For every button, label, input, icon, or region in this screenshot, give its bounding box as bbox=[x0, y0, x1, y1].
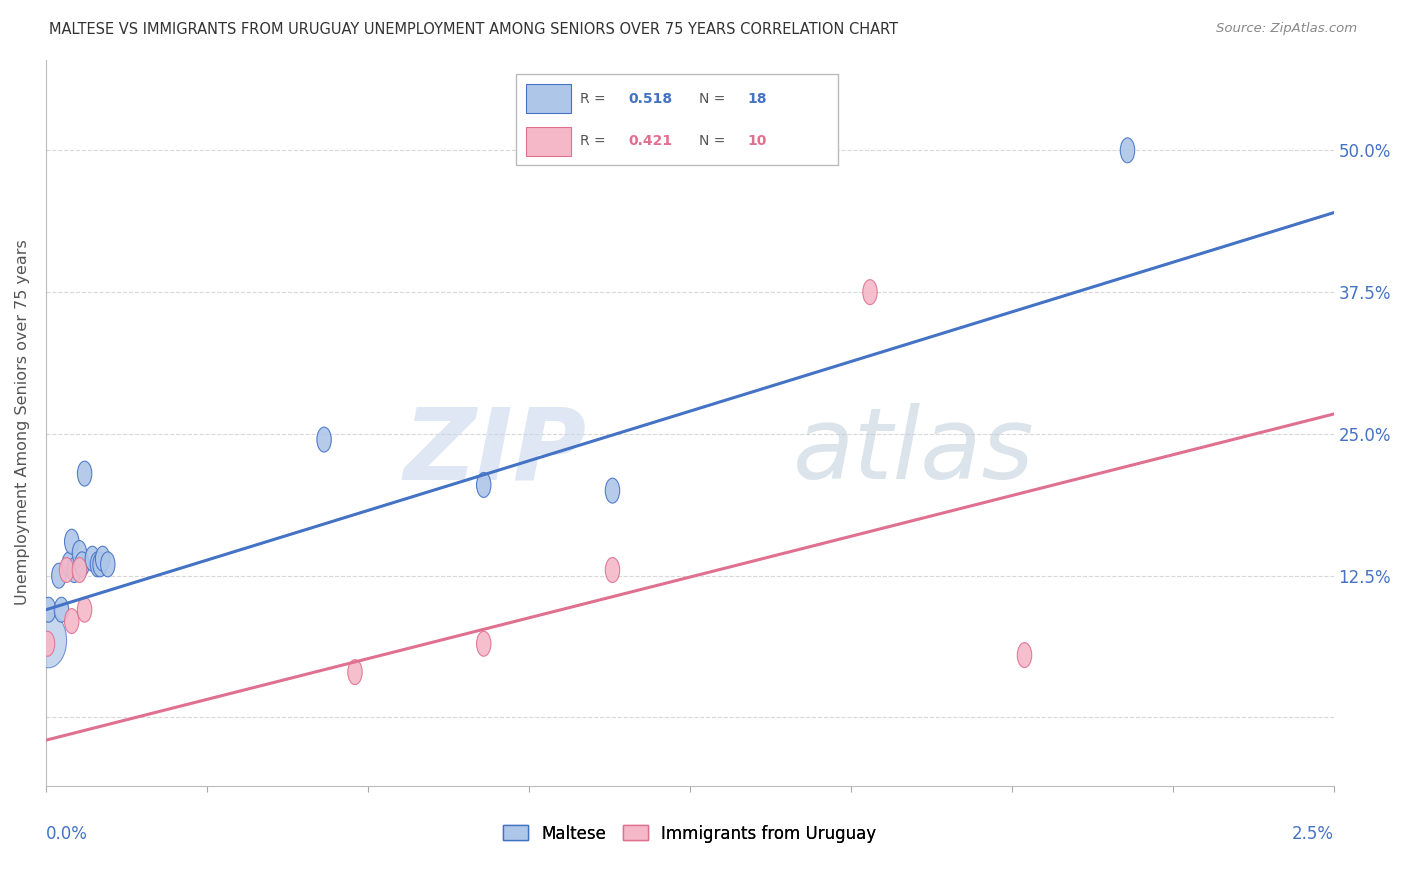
Ellipse shape bbox=[55, 598, 69, 623]
Ellipse shape bbox=[477, 632, 491, 657]
Ellipse shape bbox=[605, 558, 620, 582]
Ellipse shape bbox=[96, 546, 110, 571]
Ellipse shape bbox=[75, 552, 89, 577]
Ellipse shape bbox=[59, 558, 73, 582]
Ellipse shape bbox=[1018, 642, 1032, 667]
Ellipse shape bbox=[93, 552, 107, 577]
Text: ZIP: ZIP bbox=[404, 403, 586, 500]
Ellipse shape bbox=[101, 552, 115, 577]
Ellipse shape bbox=[316, 427, 332, 452]
Ellipse shape bbox=[347, 660, 363, 684]
Ellipse shape bbox=[41, 598, 56, 623]
Text: atlas: atlas bbox=[793, 403, 1035, 500]
Ellipse shape bbox=[31, 613, 66, 668]
Text: 0.0%: 0.0% bbox=[46, 825, 87, 844]
Text: 2.5%: 2.5% bbox=[1292, 825, 1333, 844]
Ellipse shape bbox=[77, 461, 91, 486]
Y-axis label: Unemployment Among Seniors over 75 years: Unemployment Among Seniors over 75 years bbox=[15, 240, 30, 606]
Ellipse shape bbox=[65, 529, 79, 554]
Ellipse shape bbox=[67, 558, 82, 582]
Ellipse shape bbox=[52, 563, 66, 588]
Ellipse shape bbox=[605, 478, 620, 503]
Ellipse shape bbox=[41, 632, 55, 657]
Ellipse shape bbox=[86, 546, 100, 571]
Ellipse shape bbox=[65, 608, 79, 633]
Ellipse shape bbox=[72, 558, 87, 582]
Ellipse shape bbox=[90, 552, 104, 577]
Ellipse shape bbox=[477, 473, 491, 498]
Ellipse shape bbox=[77, 598, 91, 623]
Ellipse shape bbox=[863, 280, 877, 304]
Legend: Maltese, Immigrants from Uruguay: Maltese, Immigrants from Uruguay bbox=[503, 824, 876, 843]
Text: MALTESE VS IMMIGRANTS FROM URUGUAY UNEMPLOYMENT AMONG SENIORS OVER 75 YEARS CORR: MALTESE VS IMMIGRANTS FROM URUGUAY UNEMP… bbox=[49, 22, 898, 37]
Ellipse shape bbox=[1121, 138, 1135, 163]
Text: Source: ZipAtlas.com: Source: ZipAtlas.com bbox=[1216, 22, 1357, 36]
Ellipse shape bbox=[62, 552, 76, 577]
Ellipse shape bbox=[72, 541, 87, 566]
